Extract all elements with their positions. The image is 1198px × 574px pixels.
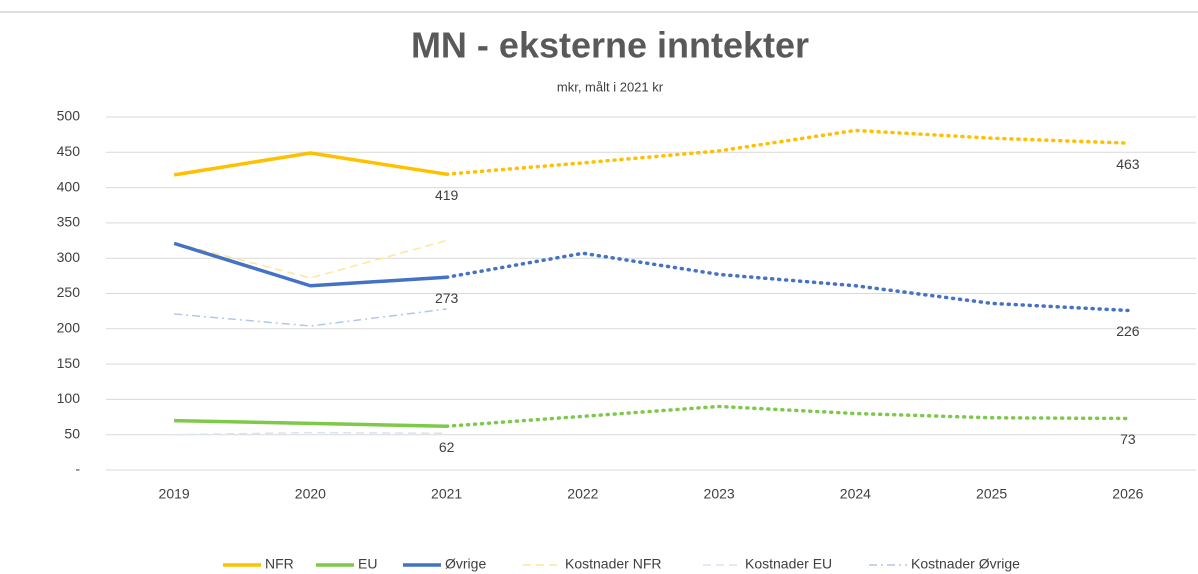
y-tick-label: 350: [57, 214, 81, 230]
data-label: 273: [435, 290, 459, 306]
y-tick-label: 250: [57, 284, 81, 300]
y-tick-label: 300: [57, 249, 81, 265]
forecast-line: [444, 251, 1130, 313]
y-tick-label: 150: [57, 355, 81, 371]
chart-subtitle: mkr, målt i 2021 kr: [557, 79, 664, 94]
data-label: 463: [1116, 156, 1140, 172]
legend-label: NFR: [265, 556, 294, 572]
x-tick-label: 2021: [431, 486, 462, 502]
legend-label: Kostnader NFR: [565, 556, 661, 572]
y-tick-label: 200: [57, 320, 81, 336]
legend-label: Kostnader Øvrige: [911, 556, 1020, 572]
y-tick-label: 450: [57, 143, 81, 159]
data-label: 419: [435, 187, 459, 203]
series-line: [174, 418, 447, 428]
series-line: [174, 431, 447, 436]
legend-label: Kostnader EU: [745, 556, 832, 572]
x-tick-label: 2024: [840, 486, 871, 502]
forecast-line: [444, 404, 1130, 428]
x-tick-label: 2025: [976, 486, 1007, 502]
y-tick-label: 100: [57, 390, 81, 406]
x-tick-label: 2020: [295, 486, 326, 502]
legend-label: EU: [358, 556, 377, 572]
series-line: [173, 239, 447, 279]
x-tick-label: 2023: [704, 486, 735, 502]
x-tick-label: 2019: [159, 486, 190, 502]
forecast-line: [444, 128, 1130, 176]
series-line: [173, 151, 447, 177]
data-label: 226: [1116, 323, 1140, 339]
chart-title: MN - eksterne inntekter: [411, 25, 809, 66]
series-line: [174, 308, 447, 327]
data-label: 73: [1120, 431, 1136, 447]
data-label: 62: [439, 439, 455, 455]
x-tick-label: 2026: [1112, 486, 1143, 502]
y-tick-label: 400: [57, 178, 81, 194]
y-tick-label: 50: [64, 425, 80, 441]
x-tick-label: 2022: [567, 486, 598, 502]
y-tick-label: 500: [57, 108, 81, 124]
series-line: [173, 241, 447, 288]
legend-label: Øvrige: [445, 556, 486, 572]
y-tick-label: -: [75, 461, 80, 477]
